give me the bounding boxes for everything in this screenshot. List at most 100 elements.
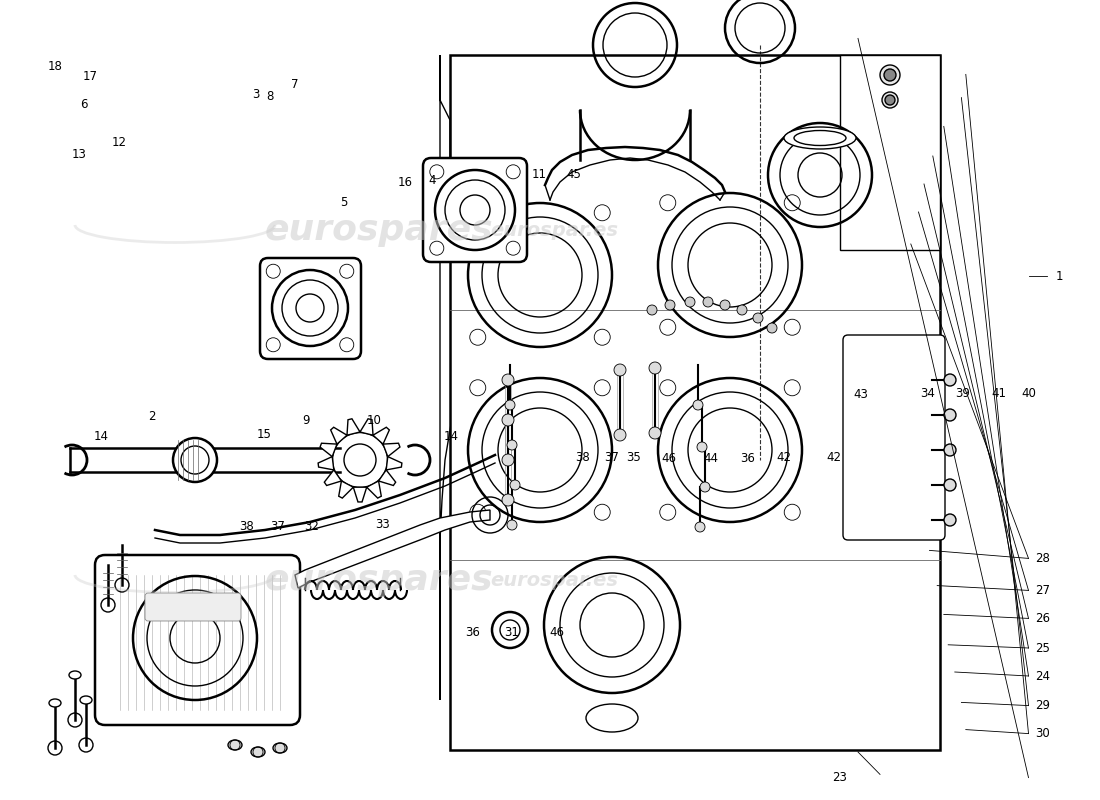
Text: 37: 37: [270, 520, 285, 533]
Polygon shape: [840, 55, 940, 250]
Circle shape: [737, 305, 747, 315]
Text: 28: 28: [1035, 552, 1050, 565]
Circle shape: [880, 65, 900, 85]
Text: 7: 7: [292, 78, 298, 90]
Circle shape: [944, 409, 956, 421]
FancyBboxPatch shape: [145, 593, 241, 621]
Ellipse shape: [784, 127, 856, 149]
Ellipse shape: [794, 130, 846, 146]
Ellipse shape: [69, 671, 81, 679]
Text: 46: 46: [661, 452, 676, 465]
Circle shape: [649, 362, 661, 374]
Text: 36: 36: [740, 452, 756, 465]
Text: 34: 34: [920, 387, 935, 400]
Text: 3: 3: [253, 88, 260, 101]
Circle shape: [703, 297, 713, 307]
FancyBboxPatch shape: [95, 555, 300, 725]
Text: 25: 25: [1035, 642, 1050, 654]
Circle shape: [855, 420, 865, 430]
Circle shape: [855, 360, 865, 370]
Circle shape: [700, 482, 710, 492]
Polygon shape: [320, 443, 337, 457]
Polygon shape: [324, 470, 341, 486]
Circle shape: [507, 520, 517, 530]
Text: 33: 33: [375, 518, 390, 530]
Text: 15: 15: [256, 428, 272, 441]
Circle shape: [944, 514, 956, 526]
Ellipse shape: [251, 747, 265, 757]
Text: 24: 24: [1035, 670, 1050, 682]
Circle shape: [697, 442, 707, 452]
FancyBboxPatch shape: [450, 55, 940, 750]
Circle shape: [502, 454, 514, 466]
Text: 39: 39: [955, 387, 970, 400]
Text: 38: 38: [575, 451, 591, 464]
Circle shape: [855, 450, 865, 460]
Text: 11: 11: [531, 168, 547, 181]
Circle shape: [944, 479, 956, 491]
Text: 38: 38: [239, 520, 254, 533]
Text: 9: 9: [302, 414, 309, 426]
Text: 35: 35: [626, 451, 641, 464]
Circle shape: [944, 444, 956, 456]
Polygon shape: [386, 457, 402, 470]
Text: 14: 14: [443, 430, 459, 442]
Text: 41: 41: [991, 387, 1006, 400]
Text: 4: 4: [429, 174, 436, 186]
Text: 42: 42: [777, 451, 792, 464]
FancyBboxPatch shape: [424, 158, 527, 262]
Text: 5: 5: [341, 196, 348, 209]
Ellipse shape: [228, 740, 242, 750]
Circle shape: [754, 313, 763, 323]
Circle shape: [882, 92, 898, 108]
Text: 16: 16: [397, 176, 412, 189]
Circle shape: [666, 300, 675, 310]
Circle shape: [886, 95, 895, 105]
Ellipse shape: [50, 699, 60, 707]
Text: 17: 17: [82, 70, 98, 82]
Ellipse shape: [80, 696, 92, 704]
Text: 10: 10: [366, 414, 382, 426]
Polygon shape: [353, 487, 366, 502]
Text: eurospar.es: eurospar.es: [490, 570, 618, 590]
Circle shape: [173, 438, 217, 482]
Text: 12: 12: [111, 136, 126, 149]
Circle shape: [507, 440, 517, 450]
Text: 30: 30: [1035, 727, 1050, 740]
Circle shape: [944, 374, 956, 386]
Circle shape: [614, 364, 626, 376]
Text: 14: 14: [94, 430, 109, 442]
Circle shape: [502, 414, 514, 426]
Text: 45: 45: [566, 168, 582, 181]
Text: 6: 6: [80, 98, 87, 110]
Polygon shape: [331, 427, 346, 444]
Polygon shape: [295, 510, 490, 588]
Text: eurospares: eurospares: [265, 213, 494, 247]
Polygon shape: [373, 427, 389, 444]
Text: 13: 13: [72, 148, 87, 161]
Polygon shape: [383, 443, 400, 457]
Ellipse shape: [273, 743, 287, 753]
Text: 46: 46: [549, 626, 564, 638]
Circle shape: [685, 297, 695, 307]
Text: 2: 2: [148, 410, 155, 422]
Text: 26: 26: [1035, 612, 1050, 625]
Circle shape: [502, 494, 514, 506]
Text: 27: 27: [1035, 584, 1050, 597]
Polygon shape: [378, 470, 396, 486]
Polygon shape: [366, 481, 382, 498]
Circle shape: [614, 429, 626, 441]
Circle shape: [502, 374, 514, 386]
Text: eurospar.es: eurospar.es: [490, 221, 618, 239]
Polygon shape: [440, 55, 932, 740]
Circle shape: [647, 305, 657, 315]
Polygon shape: [346, 418, 360, 435]
Polygon shape: [360, 418, 373, 435]
Text: 44: 44: [703, 452, 718, 465]
Text: 37: 37: [604, 451, 619, 464]
Ellipse shape: [586, 704, 638, 732]
Text: 36: 36: [465, 626, 481, 638]
Circle shape: [767, 323, 777, 333]
Text: 40: 40: [1021, 387, 1036, 400]
Circle shape: [693, 400, 703, 410]
